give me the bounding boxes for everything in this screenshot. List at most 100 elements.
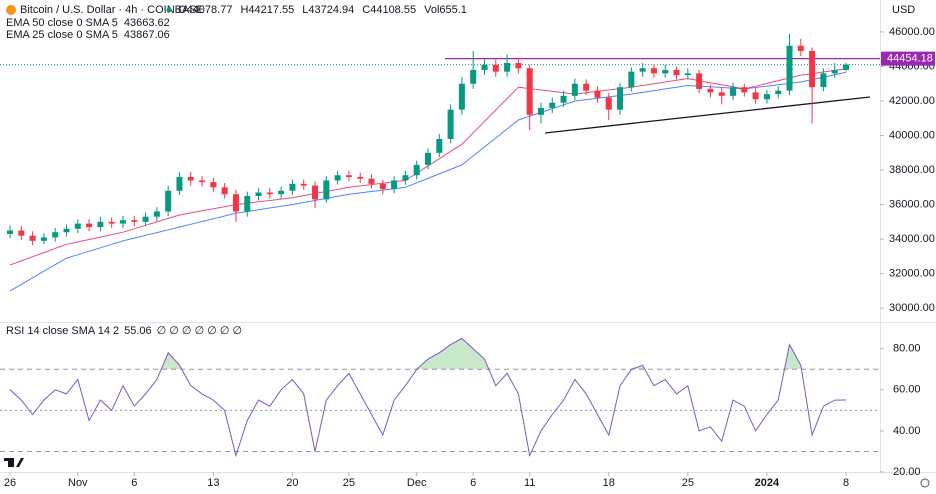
rsi-status: ∅ ∅ ∅ ∅ ∅ ∅ ∅ (157, 325, 242, 337)
candle-body (97, 221, 104, 228)
level-label: 44454.18 (887, 53, 933, 65)
ohlc-value: L43724.94 (302, 4, 354, 16)
indicator-name: EMA 50 close 0 SMA 5 (6, 17, 118, 29)
x-tick-label: 25 (682, 477, 694, 489)
candle-body (831, 69, 838, 74)
candle-body (266, 192, 273, 195)
candle-body (696, 73, 703, 89)
candle-body (18, 230, 25, 236)
tv-logo (4, 458, 24, 467)
x-tick-label: 8 (843, 477, 849, 489)
candle-body (571, 83, 578, 96)
candle-body (131, 220, 138, 222)
candle-body (549, 102, 556, 108)
candle-body (786, 45, 793, 91)
candle-body (797, 45, 804, 51)
candle-body (278, 190, 285, 195)
candle-body (255, 192, 262, 196)
candle-body (379, 183, 386, 190)
candle-body (221, 187, 228, 195)
x-tick-label: 26 (4, 477, 16, 489)
candle-body (210, 182, 217, 188)
candle-body (300, 183, 307, 186)
candle-body (458, 83, 465, 110)
indicator-name: EMA 25 close 0 SMA 5 (6, 29, 118, 41)
candle-body (289, 183, 296, 191)
candle-body (763, 94, 770, 100)
candle-body (560, 95, 567, 103)
candle-body (232, 194, 239, 212)
candle-body (662, 69, 669, 74)
candle-body (583, 83, 590, 91)
candle-body (504, 63, 511, 72)
y-tick-label: 60.00 (893, 384, 921, 396)
y-tick-label: 34000.00 (889, 233, 935, 245)
x-tick-label: 13 (207, 477, 219, 489)
currency[interactable]: USD (892, 4, 915, 16)
ohlc-value: Vol655.1 (424, 4, 467, 16)
overbought-fill (161, 338, 802, 369)
candle-body (108, 221, 115, 224)
level-label-box (881, 51, 935, 66)
candle-body (391, 180, 398, 190)
symbol-title[interactable]: Bitcoin / U.S. Dollar · 4h · COINBASE (20, 4, 204, 16)
x-tick-label: 25 (343, 477, 355, 489)
candle-body (119, 220, 126, 224)
indicator-value: 43867.06 (124, 29, 170, 41)
candle-body (707, 88, 714, 93)
candle-body (650, 68, 657, 74)
candle-body (86, 223, 93, 228)
candle-body (718, 92, 725, 96)
candle-body (40, 237, 47, 241)
candle-body (413, 164, 420, 176)
candle-body (639, 68, 646, 72)
indicator-value: 43663.62 (124, 17, 170, 29)
candle-body (334, 175, 341, 181)
candle-body (436, 138, 443, 153)
candle-body (447, 109, 454, 139)
candle-body (199, 180, 206, 183)
candle-body (605, 97, 612, 110)
candle-body (368, 178, 375, 184)
ema-line (9, 71, 847, 292)
candle-body (63, 228, 70, 233)
candle-body (775, 90, 782, 95)
y-tick-label: 38000.00 (889, 164, 935, 176)
y-tick-label: 20.00 (893, 466, 921, 478)
x-tick-label: 20 (286, 477, 298, 489)
y-tick-label: 32000.00 (889, 268, 935, 280)
candle-body (29, 235, 36, 241)
candle-body (594, 90, 601, 98)
x-tick-label: 18 (603, 477, 615, 489)
candle-body (537, 107, 544, 115)
candle-body (323, 180, 330, 200)
candle-body (357, 176, 364, 179)
y-tick-label: 36000.00 (889, 199, 935, 211)
candle-body (809, 50, 816, 88)
y-tick-label: 42000.00 (889, 95, 935, 107)
x-tick-label: 6 (131, 477, 137, 489)
candle-body (312, 185, 319, 200)
y-tick-label: 46000.00 (889, 26, 935, 38)
candle-body (741, 87, 748, 93)
currency-box[interactable] (884, 2, 932, 18)
x-tick-label: 6 (470, 477, 476, 489)
candle-body (752, 92, 759, 100)
coin-icon (6, 5, 16, 15)
candle-body (673, 69, 680, 76)
candle-body (425, 152, 431, 165)
y-tick-label: 30000.00 (889, 302, 935, 314)
settings-icon[interactable] (920, 478, 930, 488)
candle-body (345, 175, 352, 177)
candle-body (187, 176, 194, 181)
candle-body (843, 64, 849, 70)
candle-body (165, 190, 172, 212)
candle-body (7, 230, 13, 234)
trend-line (544, 96, 871, 134)
candle-body (628, 71, 635, 88)
candle-body (481, 64, 488, 70)
candle-body (142, 216, 149, 222)
